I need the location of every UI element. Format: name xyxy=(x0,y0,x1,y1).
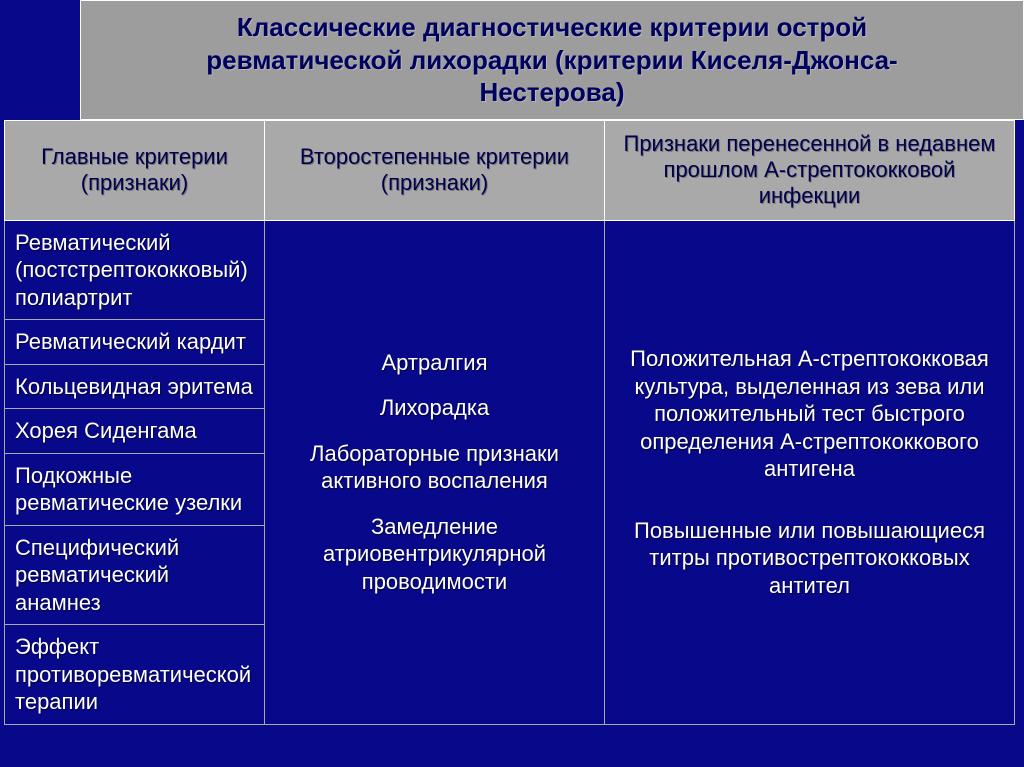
header-col3: Признаки перенесенной в недавнем прошлом… xyxy=(605,120,1015,220)
minor-criterion: Замедление атриовентрикулярной проводимо… xyxy=(275,513,594,596)
major-criterion: Специфический ревматический анамнез xyxy=(5,525,265,625)
evidence-cell: Положительная А-стрептококковая культура… xyxy=(605,220,1015,724)
minor-criterion: Лабораторные признаки активного воспален… xyxy=(275,440,594,495)
minor-criterion: Артралгия xyxy=(275,349,594,377)
table-row: Ревматический (постстрептококковый) поли… xyxy=(5,220,1015,320)
minor-criterion: Лихорадка xyxy=(275,394,594,422)
header-col2: Второстепенные критерии (признаки) xyxy=(265,120,605,220)
major-criterion: Эффект противоревматической терапии xyxy=(5,625,265,725)
major-criterion: Подкожные ревматические узелки xyxy=(5,453,265,525)
slide: Классические диагностические критерии ос… xyxy=(0,0,1024,767)
major-criterion: Ревматический (постстрептококковый) поли… xyxy=(5,220,265,320)
major-criterion: Хорея Сиденгама xyxy=(5,409,265,454)
evidence-item: Положительная А-стрептококковая культура… xyxy=(615,345,1004,483)
minor-criteria-cell: Артралгия Лихорадка Лабораторные признак… xyxy=(265,220,605,724)
criteria-table: Главные критерии (признаки) Второстепенн… xyxy=(4,120,1015,725)
table-header-row: Главные критерии (признаки) Второстепенн… xyxy=(5,120,1015,220)
major-criterion: Ревматический кардит xyxy=(5,320,265,365)
evidence-item: Повышенные или повышающиеся титры против… xyxy=(615,517,1004,600)
slide-title: Классические диагностические критерии ос… xyxy=(80,0,1024,120)
header-col1: Главные критерии (признаки) xyxy=(5,120,265,220)
major-criterion: Кольцевидная эритема xyxy=(5,364,265,409)
